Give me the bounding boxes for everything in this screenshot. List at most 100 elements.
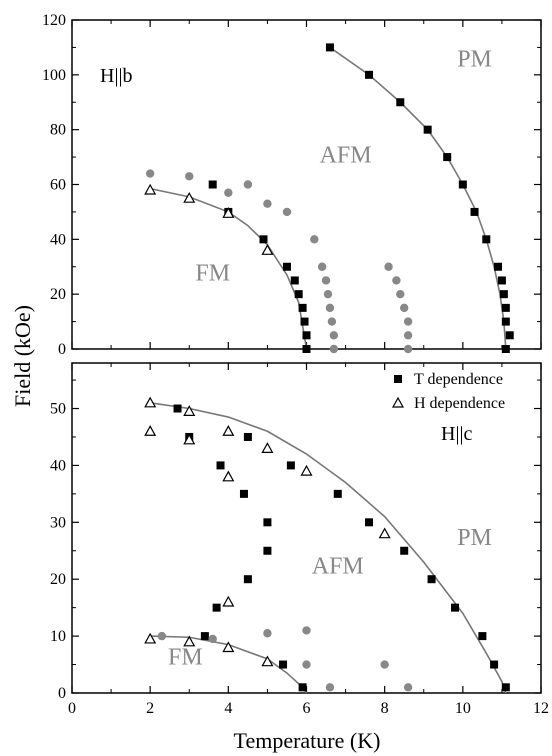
- square-data-point: [294, 290, 303, 299]
- legend-triangle-marker: [391, 396, 405, 408]
- top-panel-field-label: H||b: [100, 65, 132, 87]
- y-tick-label: 80: [50, 122, 66, 139]
- square-data-point: [499, 290, 508, 299]
- square-data-point: [208, 180, 217, 189]
- square-data-point: [501, 683, 510, 692]
- square-data-point: [239, 489, 248, 498]
- circle-data-point: [329, 344, 339, 354]
- phase-label: AFM: [312, 554, 364, 580]
- circle-data-point: [403, 683, 413, 692]
- square-data-point: [286, 461, 295, 470]
- square-data-point: [200, 632, 209, 641]
- triangle-data-point: [300, 464, 313, 476]
- circle-data-point: [327, 317, 337, 326]
- square-data-point: [396, 98, 405, 107]
- triangle-data-point: [183, 433, 196, 445]
- triangle-data-point: [144, 183, 157, 195]
- y-tick-label: 120: [42, 12, 66, 29]
- top-panel-data-points: [144, 43, 514, 354]
- square-data-point: [400, 546, 409, 555]
- bottom-panel-fit-lines: [150, 402, 507, 694]
- y-tick-label: 40: [50, 231, 66, 248]
- x-tick-label: 8: [381, 700, 389, 717]
- circle-data-point: [185, 172, 194, 181]
- bottom-panel-data-points: [144, 396, 510, 692]
- square-data-point: [290, 276, 299, 285]
- x-tick-label: 0: [68, 700, 76, 717]
- triangle-data-point: [144, 632, 157, 644]
- triangle-data-point: [222, 641, 235, 653]
- square-data-point: [482, 235, 491, 244]
- x-tick-label: 12: [533, 700, 549, 717]
- circle-data-point: [403, 331, 413, 340]
- circle-data-point: [325, 683, 335, 692]
- square-data-point: [470, 207, 479, 216]
- square-data-point: [458, 180, 467, 189]
- square-data-point: [216, 461, 225, 470]
- circle-data-point: [392, 276, 401, 285]
- y-tick-label: 50: [50, 401, 66, 418]
- triangle-data-point: [261, 655, 274, 667]
- triangle-data-point: [183, 191, 196, 203]
- phase-label: AFM: [320, 143, 372, 169]
- y-tick-label: 0: [58, 341, 66, 358]
- square-data-point: [494, 262, 503, 271]
- circle-data-point: [400, 303, 409, 313]
- legend-label: H dependence: [414, 395, 505, 412]
- square-data-point: [333, 489, 342, 498]
- circle-data-point: [243, 180, 253, 189]
- circle-data-point: [396, 289, 405, 299]
- circle-data-point: [282, 207, 292, 217]
- y-tick-label: 10: [50, 628, 66, 645]
- square-data-point: [365, 518, 374, 527]
- circle-data-point: [263, 629, 272, 638]
- legend: T dependence H dependence: [391, 371, 505, 412]
- circle-data-point: [157, 631, 167, 641]
- circle-data-point: [321, 276, 331, 285]
- square-data-point: [243, 575, 252, 584]
- square-data-point: [497, 276, 506, 285]
- circle-data-point: [310, 235, 319, 244]
- square-data-point: [173, 404, 182, 413]
- y-axis-title: Field (kOe): [10, 305, 35, 407]
- square-data-point: [501, 317, 510, 326]
- square-data-point: [298, 683, 307, 692]
- bottom-panel-ticks: 0 2 4 6 8 10 12 0 10 20 30 40 50: [50, 363, 549, 717]
- circle-data-point: [145, 169, 155, 178]
- square-data-point: [443, 153, 452, 162]
- circle-data-point: [208, 634, 217, 644]
- phase-label: PM: [457, 47, 492, 73]
- square-data-point: [263, 546, 272, 555]
- legend-label: T dependence: [414, 371, 503, 388]
- y-tick-label: 20: [50, 286, 66, 303]
- square-data-point: [451, 603, 460, 612]
- square-data-point: [279, 660, 288, 669]
- triangle-data-point: [222, 595, 235, 607]
- square-data-point: [478, 632, 487, 641]
- y-tick-label: 30: [50, 514, 66, 531]
- bottom-panel-field-label: H||c: [441, 423, 472, 445]
- x-tick-label: 6: [303, 700, 311, 717]
- circle-data-point: [302, 660, 311, 669]
- square-data-point: [302, 345, 311, 353]
- circle-data-point: [403, 344, 413, 354]
- square-data-point: [243, 432, 252, 441]
- square-data-point: [505, 331, 514, 340]
- phase-label: FM: [195, 260, 230, 286]
- fit-curve: [329, 46, 507, 350]
- legend-square-marker: [394, 375, 402, 383]
- circle-data-point: [317, 262, 327, 271]
- y-tick-label: 20: [50, 571, 66, 588]
- square-data-point: [300, 317, 309, 326]
- triangle-data-point: [144, 425, 157, 436]
- circle-data-point: [380, 660, 389, 669]
- x-tick-label: 10: [455, 700, 471, 717]
- triangle-data-point: [183, 405, 196, 416]
- bottom-panel: 0 2 4 6 8 10 12 0 10 20 30 40 50 H||c PM AFM FM T depe…: [50, 362, 549, 717]
- triangle-data-point: [144, 396, 157, 408]
- square-data-point: [365, 70, 374, 79]
- square-data-point: [501, 303, 510, 312]
- square-data-point: [501, 345, 510, 353]
- square-data-point: [298, 303, 307, 312]
- triangle-data-point: [261, 442, 274, 453]
